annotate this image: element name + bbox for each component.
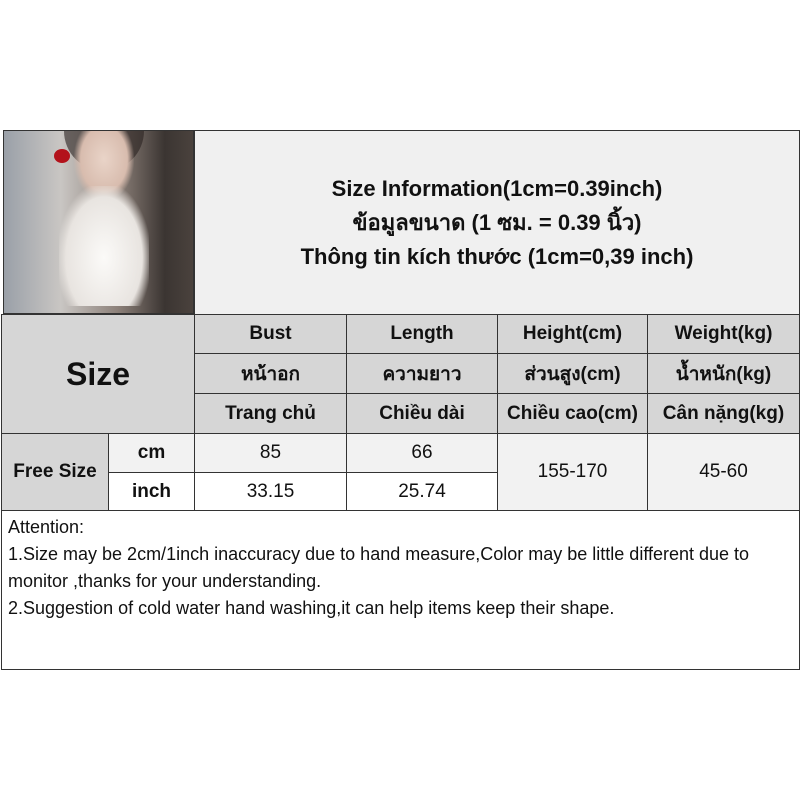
header-weight-en: Weight(kg) [647,314,800,354]
title-english: Size Information(1cm=0.39inch) [331,175,663,201]
photo-dress [59,186,149,306]
header-bust-th: หน้าอก [194,353,347,394]
header-bust-en: Bust [194,314,347,354]
title-vietnamese: Thông tin kích thước (1cm=0,39 inch) [300,243,694,269]
product-photo [3,130,194,314]
attention-note-1: 1.Size may be 2cm/1inch inaccuracy due t… [8,544,750,591]
size-free-size: Free Size [1,433,109,511]
header-weight-vi: Cân nặng(kg) [647,393,800,434]
attention-note-2: 2.Suggestion of cold water hand washing,… [8,598,615,618]
attention-heading: Attention: [8,517,85,537]
header-weight-th: น้ำหนัก(kg) [647,353,800,394]
unit-inch: inch [108,472,195,511]
header-height-en: Height(cm) [497,314,648,354]
photo-rose [54,149,70,163]
size-info-title: Size Information(1cm=0.39inch) ข้อมูลขนา… [194,130,800,315]
height-value: 155-170 [497,433,648,511]
header-length-th: ความยาว [346,353,498,394]
header-height-vi: Chiều cao(cm) [497,393,648,434]
title-thai: ข้อมูลขนาด (1 ซม. = 0.39 นิ้ว) [352,209,642,235]
header-length-vi: Chiều dài [346,393,498,434]
header-length-en: Length [346,314,498,354]
unit-cm: cm [108,433,195,473]
header-height-th: ส่วนสูง(cm) [497,353,648,394]
bust-inch: 33.15 [194,472,347,511]
length-inch: 25.74 [346,472,498,511]
bust-cm: 85 [194,433,347,473]
attention-notes: Attention: 1.Size may be 2cm/1inch inacc… [1,510,800,670]
length-cm: 66 [346,433,498,473]
size-header: Size [1,314,195,434]
header-bust-vi: Trang chủ [194,393,347,434]
weight-value: 45-60 [647,433,800,511]
